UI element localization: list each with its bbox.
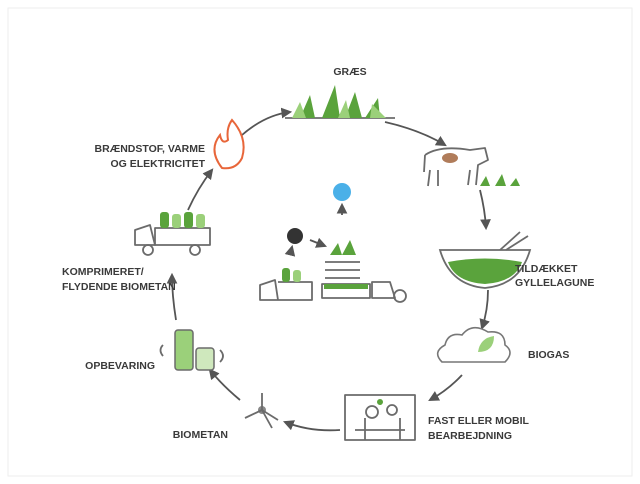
- node-label: BIOMETAN: [173, 429, 228, 441]
- node-label: FLYDENDE BIOMETAN: [62, 281, 176, 293]
- frame: [8, 8, 632, 476]
- node-label: GYLLELAGUNE: [515, 277, 594, 289]
- node-label: KOMPRIMERET/: [62, 266, 144, 278]
- diagram: GRÆS TILDÆKKET GYLLELAGUNE BIOGAS FAST E…: [0, 0, 640, 484]
- node-label: OG ELEKTRICITET: [111, 158, 206, 170]
- node-label: BEARBEJDNING: [428, 430, 512, 442]
- node-label: BRÆNDSTOF, VARME: [95, 143, 205, 155]
- node-label: TILDÆKKET: [515, 263, 578, 275]
- node-label: OPBEVARING: [85, 360, 155, 372]
- node-label: BIOGAS: [528, 349, 569, 361]
- node-label: FAST ELLER MOBIL: [428, 415, 530, 427]
- node-label: GRÆS: [333, 66, 366, 78]
